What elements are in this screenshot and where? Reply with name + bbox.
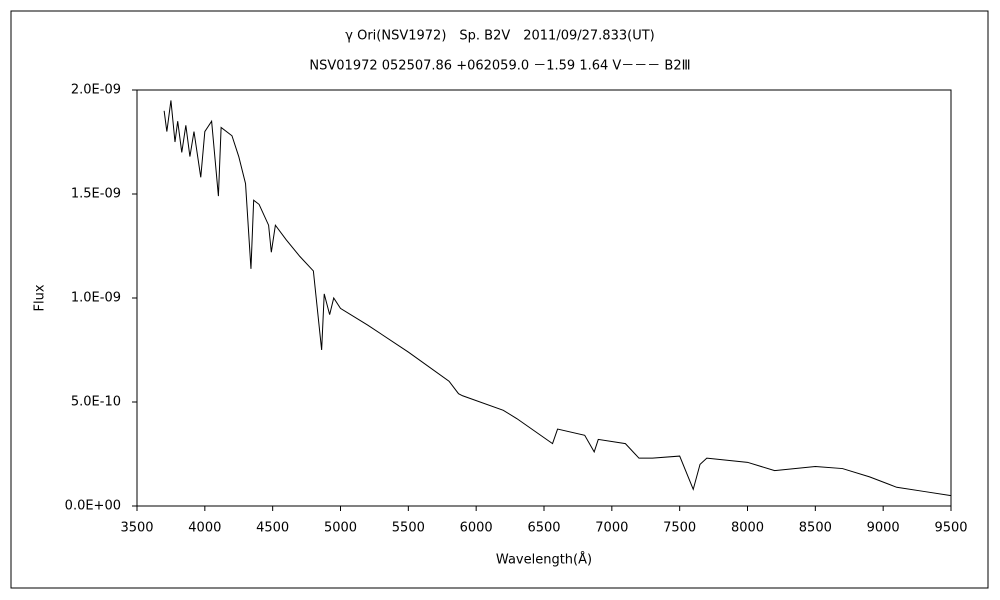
x-tick-label: 9000 <box>867 521 900 536</box>
spectrum-line <box>163 100 952 497</box>
y-tick-label: 0.0E+00 <box>65 499 121 514</box>
x-tick-label: 3500 <box>120 521 153 536</box>
x-axis-label: Wavelength(Å) <box>496 552 592 568</box>
x-tick-label: 5500 <box>392 521 425 536</box>
x-tick-label: 6000 <box>460 521 493 536</box>
y-tick-label: 2.0E-09 <box>71 83 121 98</box>
plot-area <box>136 89 952 507</box>
frame <box>10 10 989 589</box>
x-tick-label: 4500 <box>256 521 289 536</box>
x-tick-label: 6500 <box>527 521 560 536</box>
y-tick-label: 1.5E-09 <box>71 187 121 202</box>
x-tick-label: 8500 <box>799 521 832 536</box>
x-tick-label: 9500 <box>934 521 967 536</box>
chart-title: γ Ori(NSV1972) Sp. B2V 2011/09/27.833(UT… <box>345 29 654 44</box>
x-tick-label: 7000 <box>595 521 628 536</box>
y-axis-label: Flux <box>33 284 48 311</box>
x-tick-label: 8000 <box>731 521 764 536</box>
x-tick-label: 7500 <box>663 521 696 536</box>
y-tick-label: 5.0E-10 <box>71 395 121 410</box>
y-tick-label: 1.0E-09 <box>71 291 121 306</box>
chart-subtitle: NSV01972 052507.86 +062059.0 －1.59 1.64 … <box>309 59 690 74</box>
x-tick-label: 4000 <box>188 521 221 536</box>
x-tick-label: 5000 <box>324 521 357 536</box>
